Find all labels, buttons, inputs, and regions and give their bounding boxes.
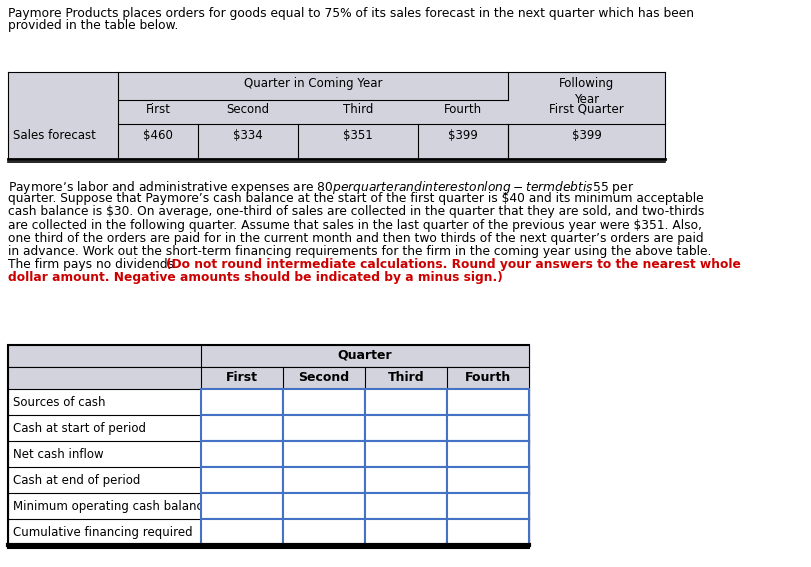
Text: 0: 0 bbox=[351, 473, 359, 486]
Text: Third: Third bbox=[342, 103, 373, 116]
Text: quarter. Suppose that Paymore’s cash balance at the start of the first quarter i: quarter. Suppose that Paymore’s cash bal… bbox=[8, 192, 703, 205]
Text: 0: 0 bbox=[433, 473, 441, 486]
Text: 0: 0 bbox=[515, 473, 523, 486]
Text: First: First bbox=[225, 371, 258, 384]
Text: 30: 30 bbox=[262, 499, 277, 512]
Bar bbox=[201, 519, 283, 545]
Bar bbox=[446, 441, 528, 467]
Text: (Do not round intermediate calculations. Round your answers to the nearest whole: (Do not round intermediate calculations.… bbox=[165, 258, 740, 271]
Text: Fourth: Fourth bbox=[444, 103, 482, 116]
Text: Sources of cash: Sources of cash bbox=[13, 396, 105, 409]
Bar bbox=[365, 467, 446, 493]
Bar bbox=[365, 441, 446, 467]
Bar bbox=[8, 345, 528, 367]
Text: First: First bbox=[145, 103, 170, 116]
Text: Net cash inflow: Net cash inflow bbox=[13, 448, 104, 461]
Bar bbox=[283, 519, 365, 545]
Text: $334: $334 bbox=[233, 129, 263, 142]
Bar bbox=[8, 345, 528, 545]
Bar bbox=[283, 467, 365, 493]
Text: Following
Year: Following Year bbox=[558, 77, 613, 106]
Text: Cumulative financing required: Cumulative financing required bbox=[13, 526, 192, 539]
Bar bbox=[201, 415, 283, 441]
Text: cash balance is $30. On average, one-third of sales are collected in the quarter: cash balance is $30. On average, one-thi… bbox=[8, 205, 703, 218]
Bar bbox=[283, 389, 365, 415]
Text: 30: 30 bbox=[344, 499, 359, 512]
Text: First Quarter: First Quarter bbox=[548, 103, 623, 116]
Bar bbox=[446, 493, 528, 519]
Bar bbox=[446, 467, 528, 493]
Text: The firm pays no dividends.: The firm pays no dividends. bbox=[8, 258, 182, 271]
Text: $351: $351 bbox=[343, 129, 372, 142]
Bar bbox=[446, 389, 528, 415]
Bar bbox=[365, 519, 446, 545]
Bar bbox=[201, 441, 283, 467]
Bar bbox=[283, 415, 365, 441]
Text: Paymore Products places orders for goods equal to 75% of its sales forecast in t: Paymore Products places orders for goods… bbox=[8, 7, 693, 20]
Text: $399: $399 bbox=[448, 129, 478, 142]
Bar bbox=[8, 72, 664, 159]
Text: are collected in the following quarter. Assume that sales in the last quarter of: are collected in the following quarter. … bbox=[8, 219, 702, 231]
Text: $460: $460 bbox=[143, 129, 173, 142]
Text: Second: Second bbox=[226, 103, 269, 116]
Text: dollar amount. Negative amounts should be indicated by a minus sign.): dollar amount. Negative amounts should b… bbox=[8, 272, 502, 285]
Bar bbox=[365, 415, 446, 441]
Bar bbox=[365, 493, 446, 519]
Bar bbox=[283, 493, 365, 519]
Bar bbox=[201, 493, 283, 519]
Text: Cash at start of period: Cash at start of period bbox=[13, 422, 146, 435]
Text: in advance. Work out the short-term financing requirements for the firm in the c: in advance. Work out the short-term fina… bbox=[8, 245, 710, 258]
Text: Paymore’s labor and administrative expenses are $80 per quarter and interest on : Paymore’s labor and administrative expen… bbox=[8, 179, 633, 196]
Bar bbox=[8, 367, 528, 389]
Bar bbox=[446, 519, 528, 545]
Bar bbox=[365, 389, 446, 415]
Text: Quarter in Coming Year: Quarter in Coming Year bbox=[243, 77, 382, 90]
Text: 40: 40 bbox=[262, 473, 277, 486]
Bar bbox=[201, 389, 283, 415]
Text: $399: $399 bbox=[571, 129, 601, 142]
Text: provided in the table below.: provided in the table below. bbox=[8, 19, 178, 32]
Bar bbox=[283, 441, 365, 467]
Text: Cash at end of period: Cash at end of period bbox=[13, 474, 140, 487]
Text: $ 40: $ 40 bbox=[250, 421, 277, 434]
Text: Minimum operating cash balance: Minimum operating cash balance bbox=[13, 500, 210, 513]
Text: 30: 30 bbox=[508, 499, 523, 512]
Text: 30: 30 bbox=[426, 499, 441, 512]
Text: Fourth: Fourth bbox=[465, 371, 510, 384]
Bar bbox=[201, 467, 283, 493]
Text: Quarter: Quarter bbox=[337, 349, 392, 362]
Text: Third: Third bbox=[387, 371, 424, 384]
Text: Sales forecast: Sales forecast bbox=[13, 129, 96, 142]
Bar bbox=[446, 415, 528, 441]
Text: Second: Second bbox=[298, 371, 349, 384]
Text: one third of the orders are paid for in the current month and then two thirds of: one third of the orders are paid for in … bbox=[8, 232, 703, 245]
